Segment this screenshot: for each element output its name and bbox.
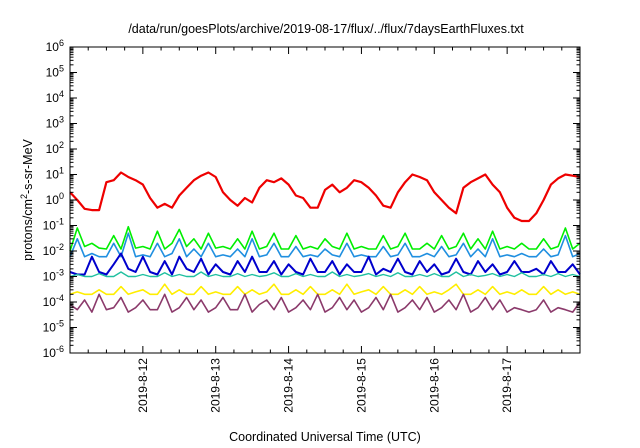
y-axis-label-main: protons/cm (21, 199, 35, 261)
x-tick-label: 2019-8-15 (354, 358, 368, 413)
y-axis-label-sup: 2 (19, 194, 29, 199)
y-tick-label: 10-6 (43, 344, 64, 360)
x-tick-label: 2019-8-14 (282, 358, 296, 413)
x-tick-label: 2019-8-17 (500, 358, 514, 413)
y-axis-label: protons/cm2-s-sr-MeV (19, 138, 35, 260)
series-line-2 (69, 232, 581, 258)
y-tick-label: 10-2 (43, 242, 64, 258)
y-tick-base: 10 (43, 295, 57, 309)
x-axis: 2019-8-12 2019-8-13 2019-8-14 2019-8-15 2019… (87, 47, 563, 413)
y-tick-base: 10 (46, 66, 60, 80)
y-tick-exponent: 4 (59, 89, 64, 99)
y-tick-exponent: -2 (56, 242, 64, 252)
y-tick-base: 10 (43, 270, 57, 284)
y-axis-label-rest: -s-sr-MeV (21, 138, 35, 194)
y-tick-base: 10 (46, 142, 60, 156)
series-line-5 (69, 283, 581, 296)
y-tick-label: 10-3 (43, 268, 64, 284)
y-tick-exponent: -3 (56, 268, 64, 278)
y-tick-base: 10 (43, 244, 57, 258)
series-line-1 (69, 225, 581, 252)
y-tick-label: 10-1 (43, 217, 64, 233)
y-tick-label: 103 (46, 115, 64, 131)
y-tick-exponent: -5 (56, 319, 64, 329)
y-tick-base: 10 (46, 91, 60, 105)
series-line-6 (69, 293, 581, 313)
y-tick-base: 10 (46, 117, 60, 131)
y-tick-base: 10 (46, 168, 60, 182)
chart-title: /data/run/goesPlots/archive/2019-08-17/f… (128, 22, 524, 36)
y-tick-exponent: 3 (59, 115, 64, 125)
y-tick-exponent: -1 (56, 217, 64, 227)
y-tick-base: 10 (46, 193, 60, 207)
y-tick-exponent: 1 (59, 166, 64, 176)
plot-lines (69, 171, 581, 313)
y-tick-exponent: 6 (59, 38, 64, 48)
y-tick-label: 102 (46, 140, 64, 156)
y-tick-exponent: -6 (56, 344, 64, 354)
y-tick-label: 104 (46, 89, 64, 105)
y-tick-label: 10-4 (43, 293, 64, 309)
y-tick-label: 10-5 (43, 319, 64, 335)
y-tick-base: 10 (43, 321, 57, 335)
y-tick-label: 105 (46, 64, 64, 80)
y-tick-exponent: -4 (56, 293, 64, 303)
y-tick-exponent: 2 (59, 140, 64, 150)
series-line-0 (69, 171, 581, 223)
y-tick-label: 106 (46, 38, 64, 54)
y-tick-exponent: 5 (59, 64, 64, 74)
y-tick-base: 10 (43, 219, 57, 233)
series-line-4 (69, 271, 581, 278)
y-tick-label: 100 (46, 191, 64, 207)
x-tick-label: 2019-8-12 (136, 358, 150, 413)
y-tick-base: 10 (43, 346, 57, 360)
y-tick-label: 101 (46, 166, 64, 182)
x-axis-label: Coordinated Universal Time (UTC) (229, 430, 421, 444)
x-tick-label: 2019-8-16 (427, 358, 441, 413)
y-tick-exponent: 0 (59, 191, 64, 201)
x-tick-label: 2019-8-13 (209, 358, 223, 413)
y-axis: 10-610-510-410-310-210-11001011021031041… (43, 38, 580, 360)
y-tick-base: 10 (46, 40, 60, 54)
series-line-3 (69, 252, 581, 276)
